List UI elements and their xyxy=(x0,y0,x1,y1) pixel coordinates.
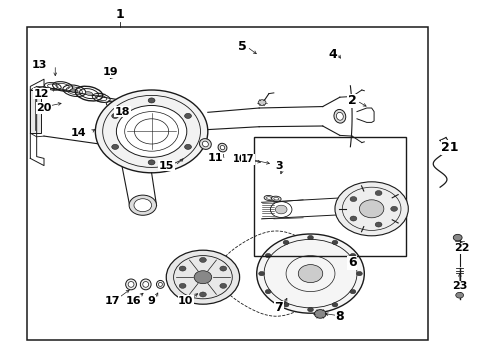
Text: 17: 17 xyxy=(104,296,120,306)
Circle shape xyxy=(256,234,364,313)
Circle shape xyxy=(374,222,381,227)
Circle shape xyxy=(184,113,191,118)
Text: 10: 10 xyxy=(178,296,193,306)
Text: 22: 22 xyxy=(453,243,469,253)
Circle shape xyxy=(356,271,362,276)
Ellipse shape xyxy=(336,112,343,120)
Circle shape xyxy=(199,292,206,297)
Ellipse shape xyxy=(264,195,273,201)
Circle shape xyxy=(134,199,151,212)
Circle shape xyxy=(374,190,381,195)
Text: 13: 13 xyxy=(31,60,47,70)
Circle shape xyxy=(283,303,288,307)
Circle shape xyxy=(258,100,265,105)
Ellipse shape xyxy=(125,279,136,290)
Text: 4: 4 xyxy=(327,48,336,60)
Ellipse shape xyxy=(158,282,162,287)
Bar xyxy=(254,137,405,256)
Ellipse shape xyxy=(266,197,271,199)
Ellipse shape xyxy=(333,109,345,123)
Circle shape xyxy=(331,303,337,307)
Circle shape xyxy=(148,160,155,165)
Text: 6: 6 xyxy=(347,256,356,269)
Text: 17: 17 xyxy=(241,154,254,164)
Circle shape xyxy=(314,310,325,318)
Circle shape xyxy=(112,144,119,149)
Circle shape xyxy=(129,195,156,215)
Circle shape xyxy=(452,234,461,241)
Circle shape xyxy=(349,197,356,202)
Circle shape xyxy=(349,216,356,221)
Ellipse shape xyxy=(70,89,78,93)
Ellipse shape xyxy=(199,139,211,149)
Circle shape xyxy=(283,240,288,244)
Circle shape xyxy=(264,289,270,294)
Circle shape xyxy=(199,257,206,262)
Ellipse shape xyxy=(128,282,134,287)
Text: 15: 15 xyxy=(158,161,174,171)
Ellipse shape xyxy=(85,92,93,95)
Circle shape xyxy=(349,289,355,294)
Circle shape xyxy=(307,307,313,312)
Ellipse shape xyxy=(202,141,208,147)
Text: 3: 3 xyxy=(274,161,282,171)
Circle shape xyxy=(307,235,313,240)
Text: 16: 16 xyxy=(125,296,141,306)
Text: 23: 23 xyxy=(451,281,467,291)
Circle shape xyxy=(390,206,397,211)
Ellipse shape xyxy=(271,196,281,201)
Circle shape xyxy=(275,205,286,214)
Ellipse shape xyxy=(218,143,226,152)
Circle shape xyxy=(116,105,186,157)
Circle shape xyxy=(184,144,191,149)
Ellipse shape xyxy=(142,282,148,287)
Text: 8: 8 xyxy=(335,310,344,323)
Text: 19: 19 xyxy=(102,67,118,77)
Text: 5: 5 xyxy=(237,40,246,53)
Circle shape xyxy=(194,271,211,284)
Circle shape xyxy=(264,253,270,258)
Ellipse shape xyxy=(273,197,278,200)
Ellipse shape xyxy=(140,279,151,290)
Circle shape xyxy=(220,266,226,271)
Text: 20: 20 xyxy=(36,103,52,113)
Ellipse shape xyxy=(220,145,224,150)
Text: 12: 12 xyxy=(34,89,49,99)
Text: 7: 7 xyxy=(274,301,283,314)
Text: 9: 9 xyxy=(147,296,155,306)
Circle shape xyxy=(148,98,155,103)
Text: 1: 1 xyxy=(115,8,124,21)
Text: 2: 2 xyxy=(347,94,356,107)
Text: 14: 14 xyxy=(70,128,86,138)
Circle shape xyxy=(166,250,239,304)
Circle shape xyxy=(95,90,207,173)
Bar xyxy=(27,27,427,340)
Text: 11: 11 xyxy=(207,153,223,163)
Ellipse shape xyxy=(156,280,164,288)
Circle shape xyxy=(258,271,264,276)
Text: 16: 16 xyxy=(232,154,246,164)
Bar xyxy=(30,90,41,133)
Circle shape xyxy=(331,240,337,244)
Text: 18: 18 xyxy=(114,107,130,117)
Circle shape xyxy=(220,283,226,288)
Circle shape xyxy=(179,283,185,288)
Circle shape xyxy=(179,266,185,271)
Circle shape xyxy=(455,292,463,298)
Circle shape xyxy=(349,253,355,258)
Circle shape xyxy=(298,265,322,283)
Text: 21: 21 xyxy=(440,141,458,154)
Circle shape xyxy=(112,113,119,118)
Circle shape xyxy=(334,182,407,236)
Circle shape xyxy=(359,200,383,218)
